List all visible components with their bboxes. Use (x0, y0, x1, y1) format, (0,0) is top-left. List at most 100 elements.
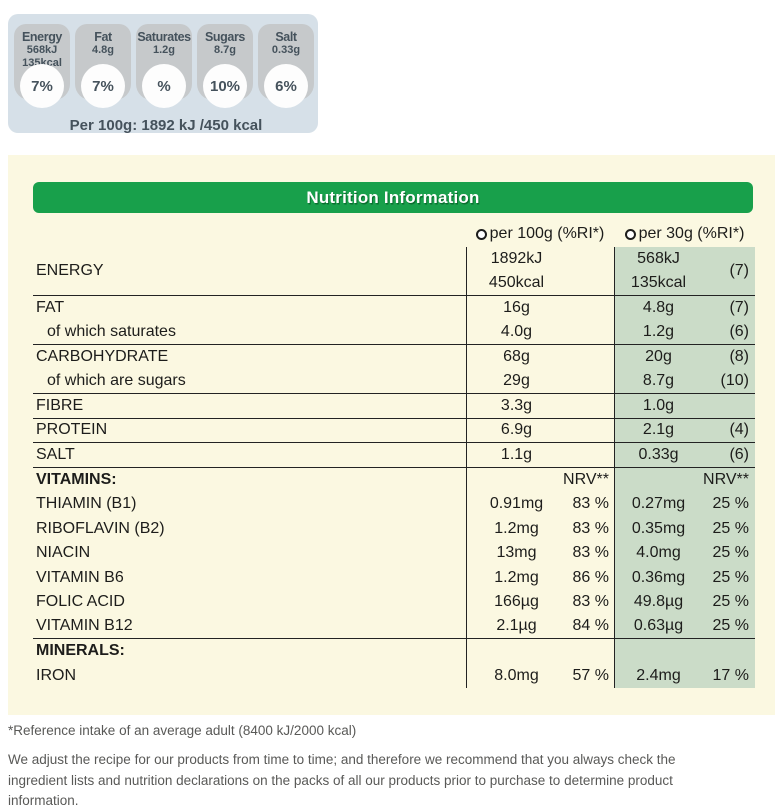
badge-value: 568kJ (26, 44, 58, 56)
row-label: ENERGY (36, 262, 104, 279)
gda-badge-saturates: Saturates 1.2g % (136, 24, 192, 108)
per100-pct: 83 % (572, 593, 609, 611)
gda-summary-strip: Energy 568kJ 135kcal 7% Fat 4.8g 7% Satu… (8, 14, 318, 134)
footnotes: *Reference intake of an average adult (8… (8, 721, 730, 811)
badge-value: 8.7g (213, 44, 236, 56)
table-row: FIBRE 3.3g 1.0g (33, 394, 755, 419)
recipe-disclaimer-note: We adjust the recipe for our products fr… (8, 752, 676, 808)
per100-pct (566, 443, 614, 467)
per100-amount (466, 467, 566, 492)
per30-amount (614, 639, 702, 664)
per100-amount: 29g (466, 369, 566, 393)
per100-amount: 4.0g (466, 320, 566, 344)
row-label: THIAMIN (B1) (36, 495, 137, 513)
per100-amount: 1.2mg (466, 516, 566, 541)
per100-amount: 0.91mg (466, 492, 566, 517)
per30-amount: 0.27mg (614, 492, 702, 517)
table-row: VITAMIN B12 2.1µg 84 % 0.63µg 25 % (33, 614, 755, 639)
badge-percent: 7% (81, 64, 125, 108)
per30-pct: (6) (702, 443, 755, 467)
column-headers: per 100g (%RI*) per 30g (%RI*) (33, 221, 775, 247)
table-row: RIBOFLAVIN (B2) 1.2mg 83 % 0.35mg 25 % (33, 516, 755, 541)
per100-pct: 83 % (572, 495, 609, 513)
gda-badge-salt: Salt 0.33g 6% (258, 24, 314, 108)
per100-amount: 166µg (466, 590, 566, 615)
nutrition-rows: ENERGY 1892kJ 450kcal 568kJ 135kcal (7) FAT 16g… (33, 247, 755, 688)
badge-value: 4.8g (91, 44, 114, 56)
per100-amount: 8.0mg (466, 663, 566, 688)
per-100g-summary: Per 100g: 1892 kJ /450 kcal (69, 117, 263, 134)
per30-pct: 17 % (702, 663, 755, 688)
per30-amount: 568kJ 135kcal (614, 247, 702, 295)
per-100g-column-header[interactable]: per 100g (%RI*) (466, 225, 614, 243)
per100-amount: 1.2mg (466, 565, 566, 590)
per30-pct: (4) (702, 418, 755, 442)
per100-amount: 6.9g (466, 418, 566, 442)
table-row: of which saturates 4.0g 1.2g (6) (33, 320, 755, 345)
table-row: PROTEIN 6.9g 2.1g (4) (33, 418, 755, 443)
per30-amount: 0.35mg (614, 516, 702, 541)
nutrition-title-bar: Nutrition Information (33, 182, 753, 213)
per30-pct: (10) (702, 369, 755, 393)
per100-amount: 2.1µg (466, 614, 566, 638)
per30-amount: 0.36mg (614, 565, 702, 590)
badge-label: Fat (94, 30, 112, 44)
gda-badges: Energy 568kJ 135kcal 7% Fat 4.8g 7% Satu… (14, 24, 318, 108)
per100-pct: NRV** (563, 470, 609, 488)
per100-pct (566, 394, 614, 418)
row-label: PROTEIN (36, 421, 108, 439)
table-row: ENERGY 1892kJ 450kcal 568kJ 135kcal (7) (33, 247, 755, 296)
per30-amount: 49.8µg (614, 590, 702, 615)
badge-value: 1.2g (152, 44, 175, 56)
per30-amount: 8.7g (614, 369, 702, 393)
per30-amount: 1.0g (614, 394, 702, 418)
per30-pct: 25 % (702, 492, 755, 517)
per30-pct: (7) (702, 247, 755, 295)
per30-pct (702, 639, 755, 664)
table-row: NIACIN 13mg 83 % 4.0mg 25 % (33, 541, 755, 566)
row-label: FAT (36, 299, 65, 317)
per-100g-header-label: per 100g (%RI*) (489, 225, 605, 242)
per100-pct: 84 % (572, 617, 609, 635)
per30-amount: 4.8g (614, 296, 702, 321)
per-100g-radio-icon[interactable] (475, 228, 487, 240)
per30-pct: (8) (702, 345, 755, 370)
per100-amount: 68g (466, 345, 566, 370)
table-row: VITAMIN B6 1.2mg 86 % 0.36mg 25 % (33, 565, 755, 590)
badge-label: Saturates (137, 30, 191, 44)
badge-percent: 7% (20, 64, 64, 108)
per-30g-column-header[interactable]: per 30g (%RI*) (614, 225, 755, 243)
per30-pct: 25 % (702, 541, 755, 566)
per100-pct (566, 321, 614, 345)
per100-pct (566, 247, 614, 295)
per100-pct: 57 % (572, 666, 609, 684)
per30-amount: 4.0mg (614, 541, 702, 566)
per30-pct (702, 394, 755, 418)
per100-amount: 16g (466, 296, 566, 321)
row-label: CARBOHYDRATE (36, 348, 169, 366)
badge-label: Energy (22, 30, 62, 44)
table-row: FOLIC ACID 166µg 83 % 49.8µg 25 % (33, 590, 755, 615)
per30-pct: (7) (702, 296, 755, 321)
table-row: MINERALS: (33, 639, 755, 664)
badge-percent: % (142, 64, 186, 108)
row-label: FIBRE (36, 396, 84, 414)
per-30g-radio-icon[interactable] (624, 228, 636, 240)
per30-pct: (6) (702, 320, 755, 344)
table-row: VITAMINS: NRV** NRV** (33, 467, 755, 492)
row-label: VITAMIN B6 (36, 568, 124, 586)
badge-percent: 10% (203, 64, 247, 108)
per100-amount: 1.1g (466, 443, 566, 467)
row-label: NIACIN (36, 544, 91, 562)
per100-amount: 3.3g (466, 394, 566, 418)
per30-amount: 2.4mg (614, 663, 702, 688)
per100-pct: 83 % (572, 544, 609, 562)
per100-pct (566, 296, 614, 321)
row-label: MINERALS: (36, 642, 125, 660)
row-label: SALT (36, 445, 75, 463)
per30-amount: 1.2g (614, 320, 702, 344)
per100-pct: 86 % (572, 568, 609, 586)
per100-pct: 83 % (572, 519, 609, 537)
row-label: VITAMINS: (36, 470, 117, 488)
table-row: FAT 16g 4.8g (7) (33, 296, 755, 321)
